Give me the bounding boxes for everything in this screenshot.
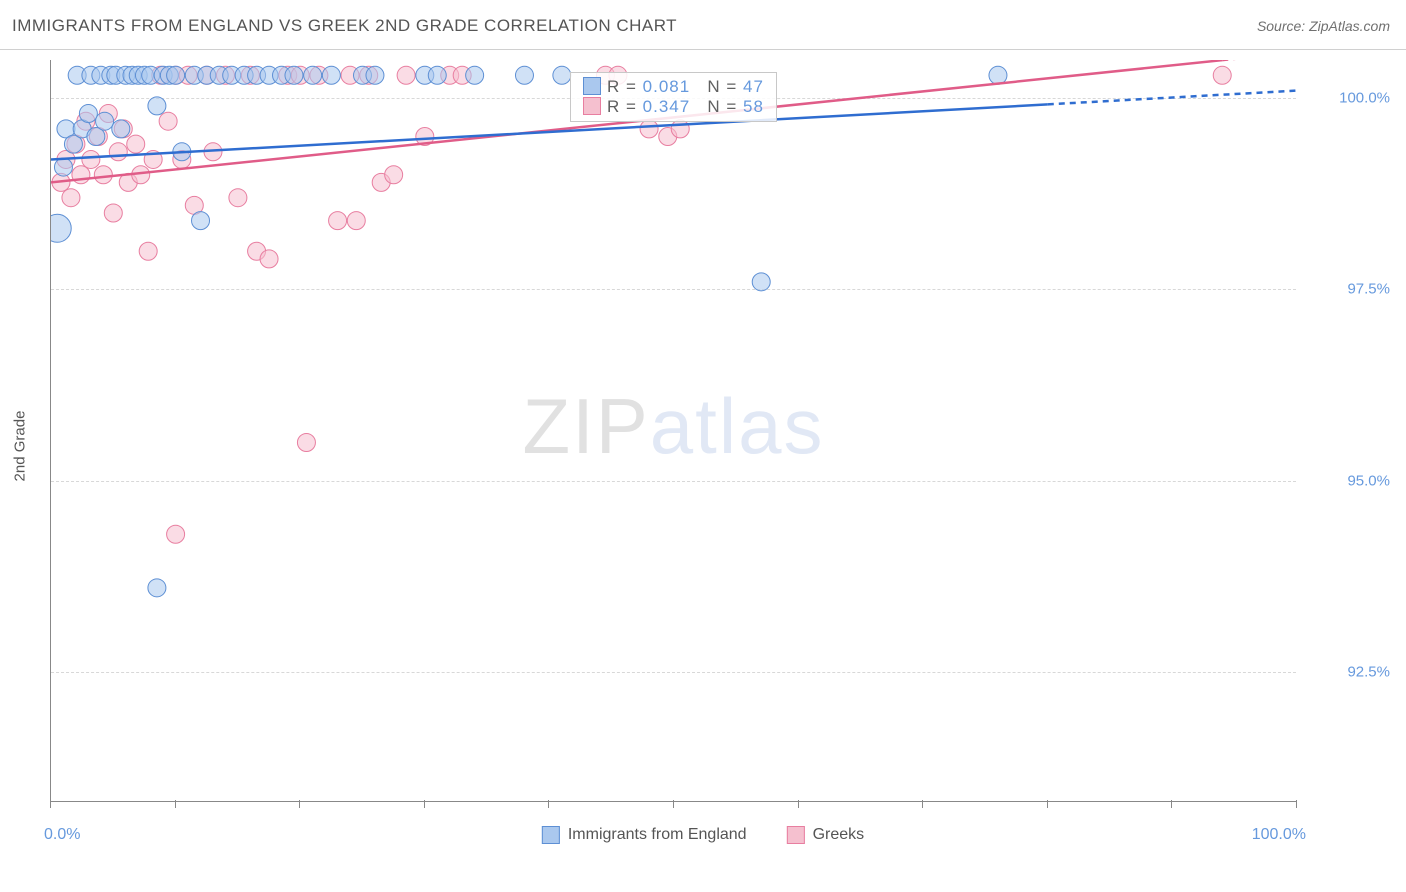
- england-point: [51, 214, 71, 242]
- england-point: [79, 105, 97, 123]
- england-point: [148, 97, 166, 115]
- y-tick-label: 100.0%: [1339, 90, 1390, 107]
- greeks-point: [104, 204, 122, 222]
- stats-R-england: 0.081: [643, 77, 691, 96]
- england-point: [553, 66, 571, 84]
- legend-swatch-england: [542, 826, 560, 844]
- x-tick-mark: [299, 800, 300, 808]
- greeks-point: [94, 166, 112, 184]
- england-point: [989, 66, 1007, 84]
- england-point: [167, 66, 185, 84]
- chart-header: IMMIGRANTS FROM ENGLAND VS GREEK 2ND GRA…: [0, 0, 1406, 50]
- greeks-point: [127, 135, 145, 153]
- stats-N-england: 47: [743, 77, 764, 96]
- x-axis-min-label: 0.0%: [44, 826, 80, 844]
- greeks-point: [82, 150, 100, 168]
- legend-label-england: Immigrants from England: [568, 826, 747, 844]
- source-name: ZipAtlas.com: [1309, 18, 1390, 34]
- chart-svg: [51, 60, 1297, 802]
- chart-source: Source: ZipAtlas.com: [1257, 18, 1390, 34]
- england-point: [112, 120, 130, 138]
- stats-R-greeks: 0.347: [643, 97, 691, 116]
- y-axis-label: 2nd Grade: [12, 411, 29, 482]
- greeks-point: [260, 250, 278, 268]
- stats-row-england: R = 0.081 N = 47: [583, 77, 764, 97]
- england-point: [192, 212, 210, 230]
- england-point: [515, 66, 533, 84]
- stats-swatch-greeks: [583, 97, 601, 115]
- x-tick-mark: [922, 800, 923, 808]
- y-tick-label: 92.5%: [1347, 663, 1390, 680]
- x-tick-mark: [673, 800, 674, 808]
- england-trend-line: [51, 104, 1048, 159]
- x-tick-mark: [798, 800, 799, 808]
- england-point: [466, 66, 484, 84]
- greeks-point: [397, 66, 415, 84]
- x-tick-mark: [424, 800, 425, 808]
- greeks-point: [671, 120, 689, 138]
- x-tick-mark: [50, 800, 51, 808]
- greeks-point: [139, 242, 157, 260]
- stats-swatch-england: [583, 77, 601, 95]
- england-point: [322, 66, 340, 84]
- greeks-point: [1213, 66, 1231, 84]
- legend-swatch-greeks: [787, 826, 805, 844]
- stats-row-greeks: R = 0.347 N = 58: [583, 97, 764, 117]
- greeks-point: [640, 120, 658, 138]
- chart-plot-area: ZIPatlas: [50, 60, 1296, 802]
- england-point: [428, 66, 446, 84]
- greeks-point: [229, 189, 247, 207]
- source-prefix: Source:: [1257, 18, 1309, 34]
- england-trend-line-extrapolated: [1048, 91, 1297, 105]
- x-tick-mark: [1296, 800, 1297, 808]
- x-tick-mark: [1171, 800, 1172, 808]
- greeks-point: [329, 212, 347, 230]
- legend-item-greeks: Greeks: [787, 826, 865, 844]
- x-tick-mark: [548, 800, 549, 808]
- greeks-point: [167, 525, 185, 543]
- legend-item-england: Immigrants from England: [542, 826, 747, 844]
- y-tick-label: 95.0%: [1347, 472, 1390, 489]
- greeks-point: [297, 433, 315, 451]
- x-tick-mark: [1047, 800, 1048, 808]
- legend-bottom: Immigrants from England Greeks: [542, 826, 864, 844]
- england-point: [54, 158, 72, 176]
- england-point: [96, 112, 114, 130]
- england-point: [148, 579, 166, 597]
- chart-title: IMMIGRANTS FROM ENGLAND VS GREEK 2ND GRA…: [12, 16, 677, 36]
- greeks-point: [347, 212, 365, 230]
- x-axis-max-label: 100.0%: [1252, 826, 1306, 844]
- correlation-stats-box: R = 0.081 N = 47R = 0.347 N = 58: [570, 72, 777, 122]
- greeks-point: [109, 143, 127, 161]
- england-point: [366, 66, 384, 84]
- greeks-point: [159, 112, 177, 130]
- legend-label-greeks: Greeks: [813, 826, 865, 844]
- england-point: [304, 66, 322, 84]
- england-point: [285, 66, 303, 84]
- greeks-point: [385, 166, 403, 184]
- stats-N-greeks: 58: [743, 97, 764, 116]
- y-tick-label: 97.5%: [1347, 281, 1390, 298]
- england-point: [752, 273, 770, 291]
- x-tick-mark: [175, 800, 176, 808]
- greeks-point: [62, 189, 80, 207]
